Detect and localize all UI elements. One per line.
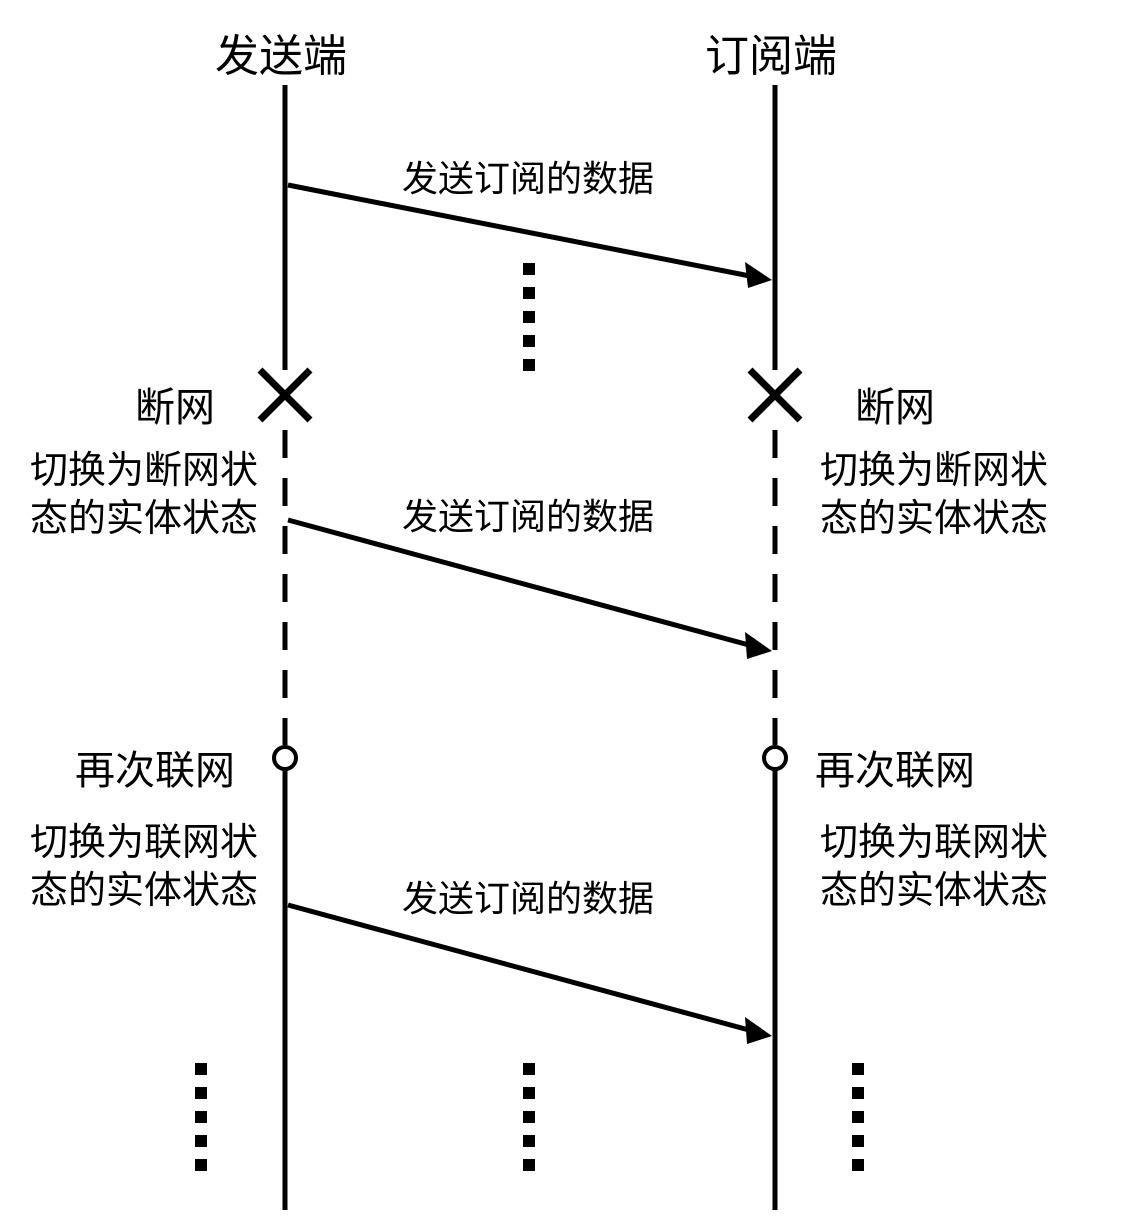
sequence-diagram: 发送端 订阅端 发送订阅的数据 发送订阅的数据 发送订阅的数据 断网 断网 再次…	[0, 0, 1125, 1218]
ellipsis-dots-icon	[523, 1063, 535, 1171]
message-arrow-2	[288, 520, 772, 659]
ellipsis-dots-icon	[523, 263, 535, 371]
diagram-svg	[0, 0, 1125, 1218]
reconnect-circle-icon	[274, 747, 296, 769]
disconnect-x-icon	[750, 370, 800, 420]
ellipsis-dots-icon	[195, 1063, 207, 1171]
ellipsis-dots-icon	[852, 1063, 864, 1171]
message-arrow-3	[288, 905, 772, 1044]
reconnect-circle-icon	[764, 747, 786, 769]
disconnect-x-icon	[260, 370, 310, 420]
